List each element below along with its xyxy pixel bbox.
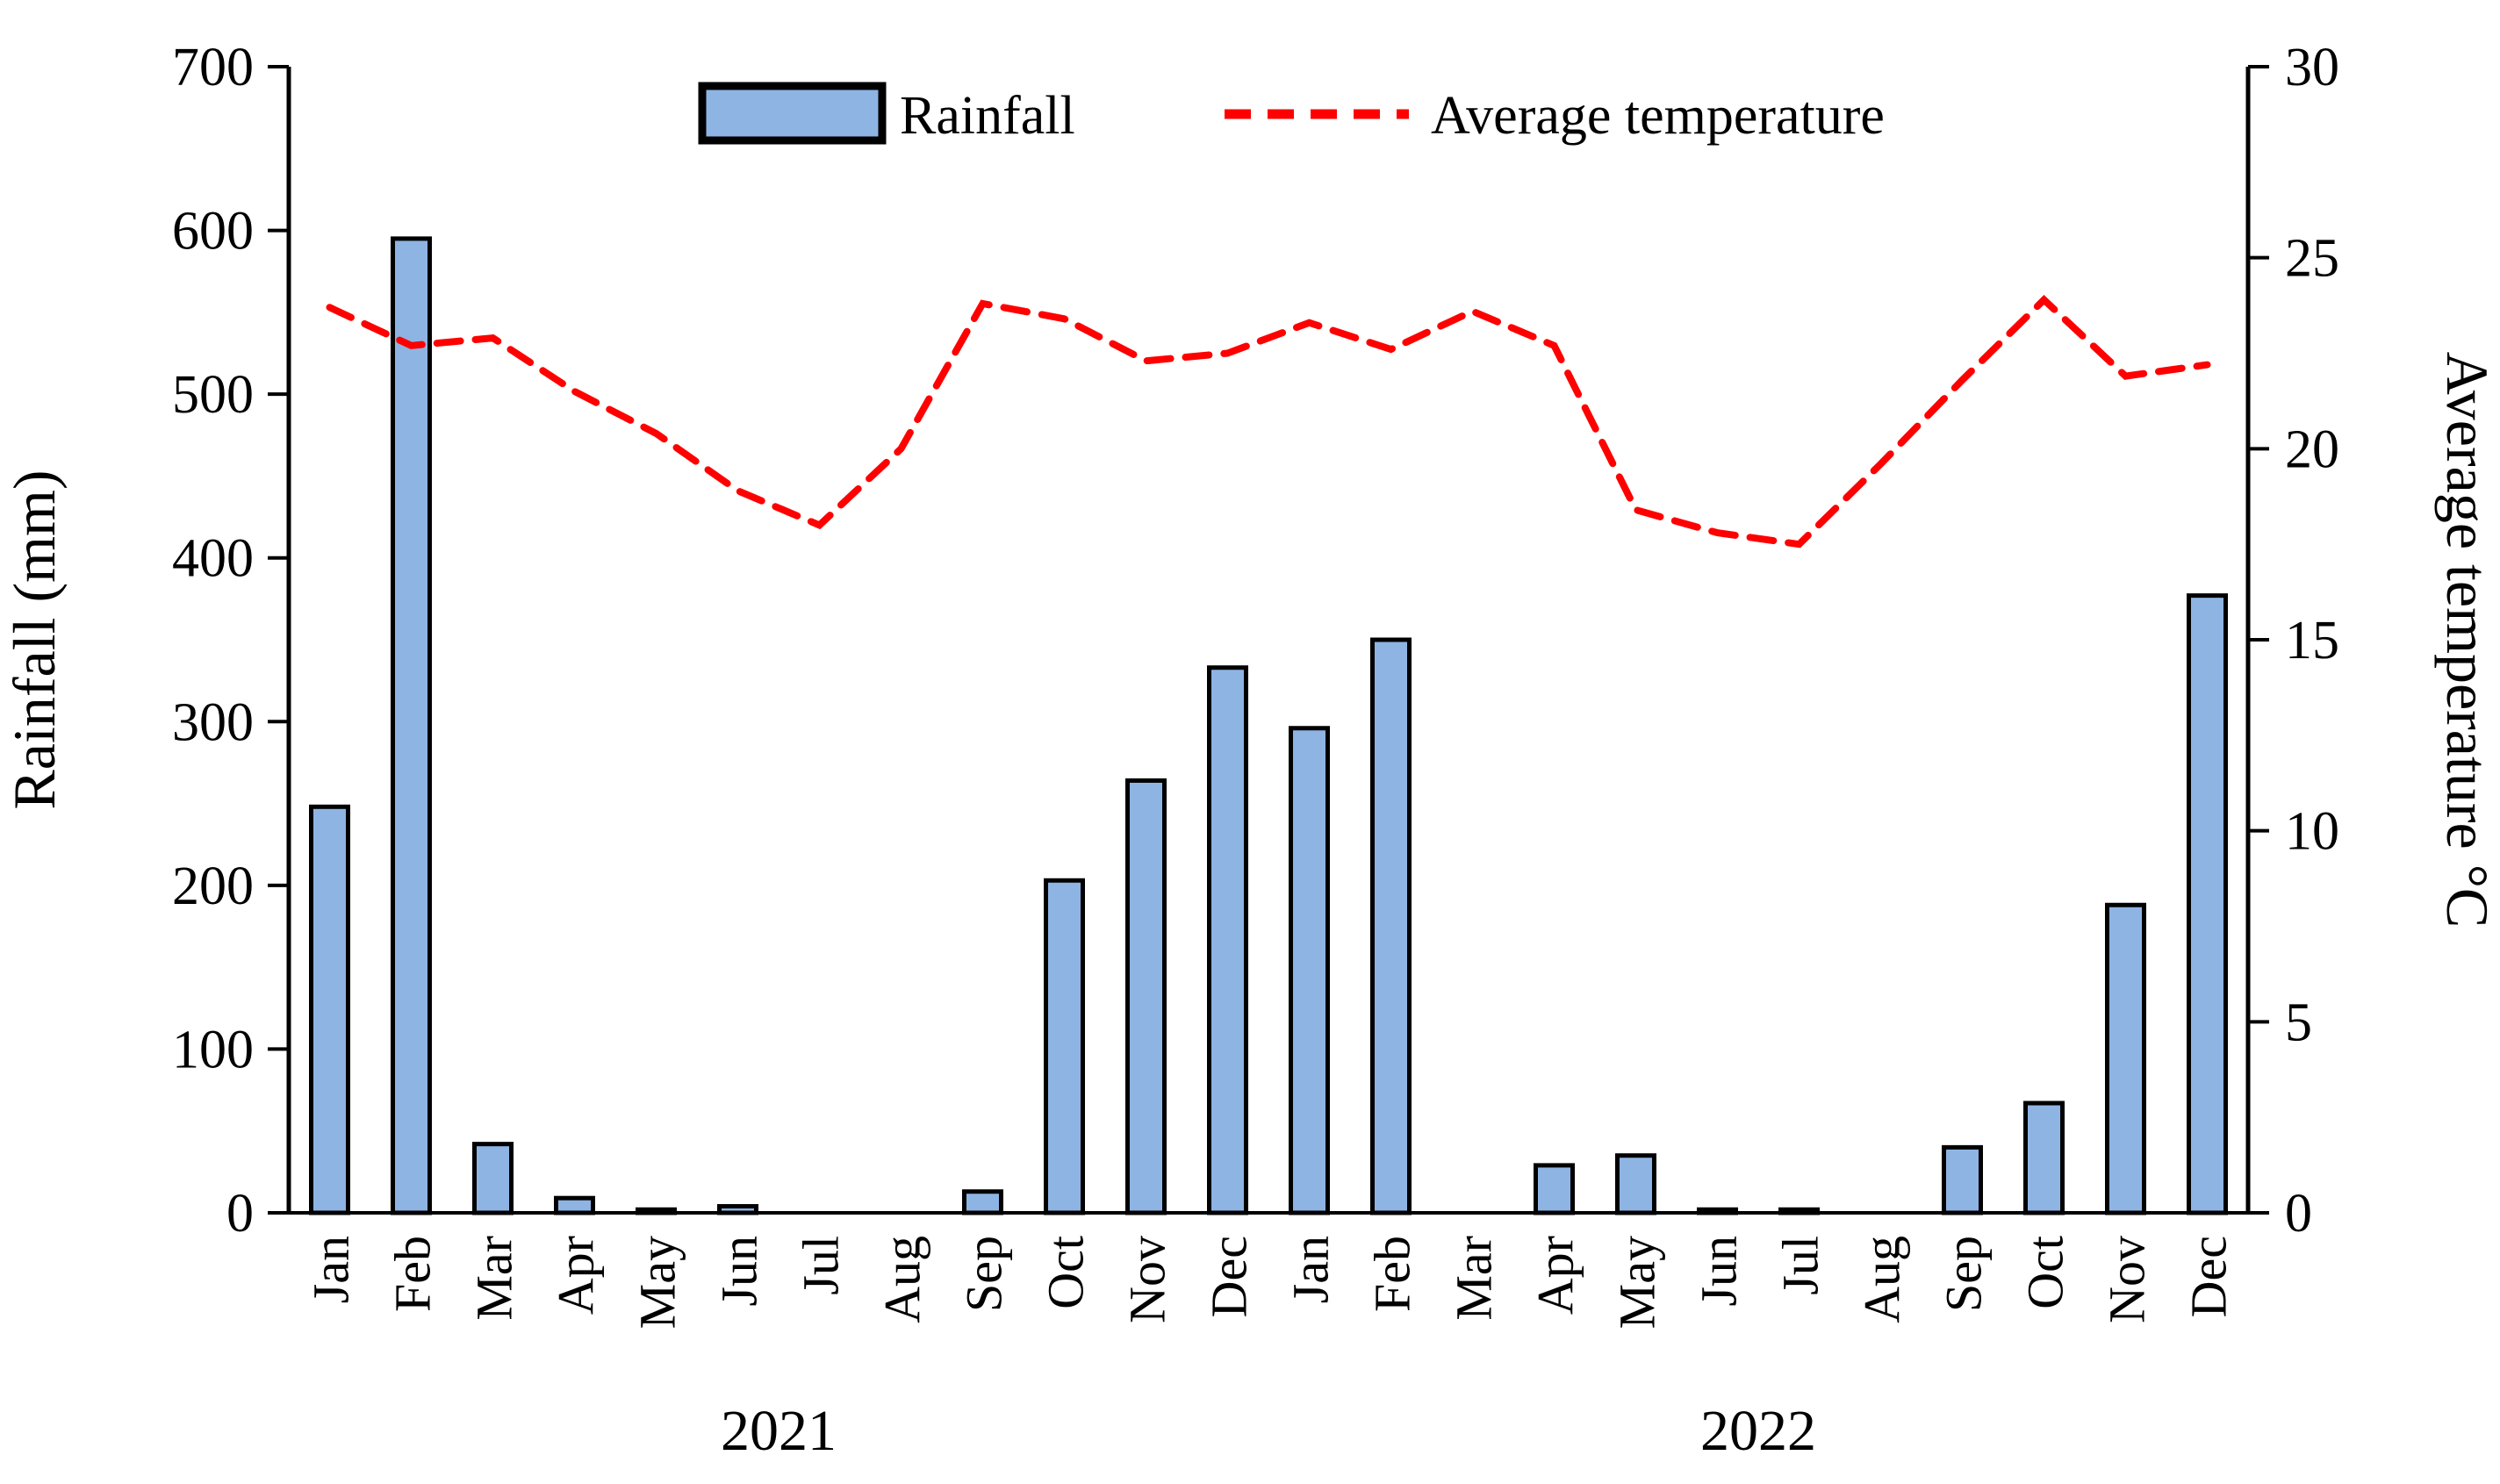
month-label-dec-2021: Dec	[1201, 1236, 1258, 1317]
left-tick-label: 0	[226, 1184, 254, 1244]
right-tick-label: 20	[2285, 419, 2339, 479]
month-label-feb-2021: Feb	[384, 1236, 442, 1312]
left-tick-label: 700	[172, 38, 254, 97]
month-label-may-2022: May	[1609, 1236, 1666, 1329]
month-label-jul-2021: Jul	[793, 1236, 850, 1295]
rainfall-bar-mar-2021	[472, 1142, 514, 1215]
rainfall-bar-jul-2022	[1778, 1207, 1820, 1215]
chart-legend: Rainfall Average temperature	[698, 82, 1885, 146]
month-label-aug-2022: Aug	[1854, 1236, 1911, 1323]
rainfall-bar-sep-2022	[1942, 1144, 1983, 1215]
month-label-jul-2022: Jul	[1772, 1236, 1829, 1295]
rainfall-bar-feb-2021	[391, 236, 432, 1215]
rainfall-bar-apr-2022	[1534, 1163, 1575, 1215]
rainfall-bar-oct-2021	[1044, 878, 1085, 1215]
month-label-jan-2022: Jan	[1282, 1236, 1340, 1303]
plot-frame	[286, 67, 2251, 1215]
rainfall-bar-apr-2021	[554, 1195, 595, 1215]
right-tick-label: 10	[2285, 802, 2339, 862]
month-label-mar-2022: Mar	[1446, 1236, 1503, 1321]
rainfall-bar-oct-2022	[2023, 1100, 2065, 1215]
month-label-may-2021: May	[629, 1236, 686, 1329]
rainfall-bar-nov-2022	[2105, 902, 2146, 1215]
year-label-2022: 2022	[1700, 1399, 1816, 1463]
year-label-2021: 2021	[721, 1399, 837, 1463]
left-tick-label: 500	[172, 365, 254, 425]
month-label-apr-2021: Apr	[548, 1236, 605, 1315]
right-axis-ticks: 0 5 10 15 20 25 30	[2248, 38, 2339, 1244]
rainfall-bars	[309, 236, 2228, 1215]
month-label-sep-2021: Sep	[956, 1236, 1013, 1312]
left-axis-ticks: 0 100 200 300 400 500 600 700	[172, 38, 289, 1244]
rainfall-bar-sep-2021	[962, 1189, 1003, 1215]
month-labels: Jan Feb Mar Apr May Jun Jul Aug Sep Oct Nov Dec Jan F…	[303, 1236, 2238, 1329]
rainfall-bar-jan-2021	[309, 804, 350, 1215]
rainfall-bar-dec-2021	[1207, 665, 1248, 1215]
month-label-nov-2021: Nov	[1119, 1236, 1176, 1323]
left-tick-label: 300	[172, 692, 254, 752]
right-tick-label: 25	[2285, 229, 2339, 289]
month-label-mar-2021: Mar	[466, 1236, 523, 1321]
rainfall-bar-jan-2022	[1289, 726, 1330, 1215]
left-tick-label: 400	[172, 529, 254, 589]
left-tick-label: 600	[172, 202, 254, 262]
right-tick-label: 15	[2285, 611, 2339, 670]
left-axis-title: Rainfall (mm)	[1, 470, 68, 809]
month-label-jan-2021: Jan	[303, 1236, 360, 1303]
rainfall-legend-swatch	[698, 82, 887, 145]
rainfall-legend-label: Rainfall	[900, 86, 1075, 146]
rainfall-bar-may-2022	[1615, 1153, 1656, 1215]
rainfall-bar-may-2021	[636, 1207, 677, 1215]
right-axis-title: Average temperature °C	[2434, 352, 2500, 928]
temperature-line-path	[326, 295, 2211, 548]
month-label-apr-2022: Apr	[1527, 1236, 1584, 1315]
month-label-jun-2022: Jun	[1691, 1236, 1748, 1307]
temperature-line	[326, 295, 2211, 548]
left-tick-label: 200	[172, 857, 254, 916]
rainfall-bar-jun-2022	[1697, 1207, 1738, 1215]
month-label-oct-2021: Oct	[1038, 1236, 1095, 1309]
rainfall-bar-feb-2022	[1370, 637, 1412, 1215]
month-label-aug-2021: Aug	[874, 1236, 931, 1323]
right-tick-label: 0	[2285, 1184, 2312, 1244]
year-labels: 2021 2022	[721, 1399, 1816, 1463]
rainfall-bar-dec-2022	[2187, 593, 2228, 1215]
month-label-sep-2022: Sep	[1936, 1236, 1993, 1312]
month-label-dec-2022: Dec	[2180, 1236, 2238, 1317]
month-label-nov-2022: Nov	[2099, 1236, 2156, 1323]
left-tick-label: 100	[172, 1020, 254, 1079]
month-label-jun-2021: Jun	[711, 1236, 768, 1307]
temperature-legend-label: Average temperature	[1431, 86, 1885, 146]
month-label-oct-2022: Oct	[2017, 1236, 2074, 1309]
rainfall-bar-nov-2021	[1125, 778, 1167, 1215]
right-tick-label: 5	[2285, 993, 2312, 1052]
rainfall-bar-jun-2021	[717, 1204, 758, 1215]
right-tick-label: 30	[2285, 38, 2339, 97]
month-label-feb-2022: Feb	[1364, 1236, 1421, 1312]
